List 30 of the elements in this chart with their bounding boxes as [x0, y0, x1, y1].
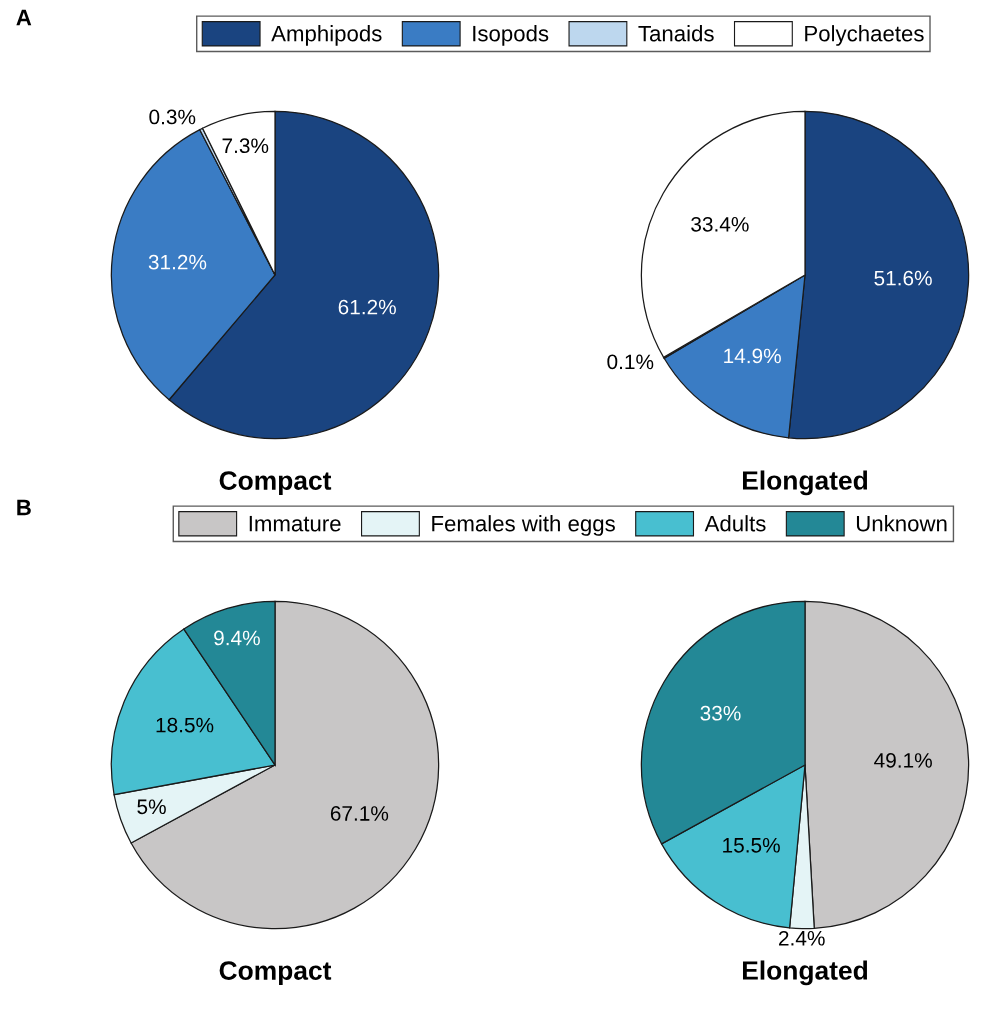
legend-label: Amphipods	[271, 25, 382, 46]
data-label: 14.9%	[724, 348, 781, 364]
legend-label: Adults	[704, 515, 766, 532]
data-label: 33.4%	[691, 216, 749, 232]
text: A	[16, 9, 32, 26]
data-label: 0.1%	[607, 354, 654, 370]
legend-label: Females with eggs	[432, 515, 615, 536]
data-label: 9.4%	[214, 630, 260, 646]
data-label: 49.1%	[874, 753, 932, 768]
data-label: 7.3%	[222, 138, 269, 154]
data-label: 15.5%	[723, 837, 780, 853]
data-label: 2.4%	[779, 930, 825, 946]
data-label: 67.1%	[330, 806, 389, 821]
text: Elongated	[742, 470, 868, 496]
data-label: 61.2%	[338, 299, 396, 315]
text: Compact	[219, 471, 332, 496]
data-label: 5%	[137, 799, 166, 815]
data-label: 51.6%	[874, 270, 932, 286]
legend-label: Immature	[249, 515, 341, 532]
data-label: 33%	[700, 705, 741, 721]
legend-label: Unknown	[856, 515, 947, 532]
legend-label: Polychaetes	[805, 25, 924, 46]
text: Compact	[219, 961, 332, 986]
legend-label: Isopods	[473, 25, 549, 46]
text: B	[17, 499, 31, 516]
legend-label: Tanaids	[638, 25, 714, 42]
data-label: 18.5%	[156, 717, 214, 733]
data-label: 0.3%	[149, 109, 196, 125]
data-label: 31.2%	[148, 254, 207, 270]
text: Elongated	[742, 960, 868, 986]
